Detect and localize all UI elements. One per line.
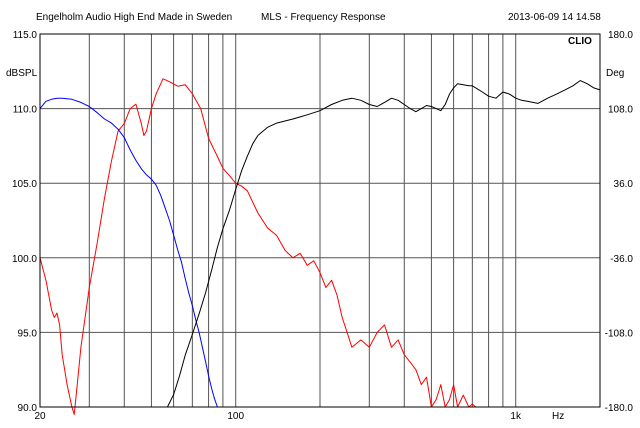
x-axis-ticks: 20 100 1k <box>34 411 522 422</box>
x-tick-label: 100 <box>227 411 244 422</box>
y2-axis-ticks: 180.0 108.0 36.0 -36.0 -108.0 -180.0 <box>605 30 634 414</box>
y-axis-label: dBSPL <box>6 68 38 79</box>
y2-axis-label: Deg <box>606 68 624 79</box>
grid <box>40 33 600 408</box>
chart-title: MLS - Frequency Response <box>261 12 386 23</box>
brand-label: CLIO <box>568 36 592 47</box>
series-line-3 <box>40 80 601 408</box>
y-tick-label: 110.0 <box>13 105 38 116</box>
x-tick-label: 20 <box>34 411 46 422</box>
y-tick-label: 90.0 <box>18 403 38 414</box>
x-tick-label: 1k <box>510 411 522 422</box>
y-tick-label: 105.0 <box>12 179 37 190</box>
y-tick-label: 95.0 <box>18 328 38 339</box>
y2-tick-label: 108.0 <box>608 105 633 116</box>
y2-tick-label: -108.0 <box>605 328 634 339</box>
plot-frame <box>39 33 601 408</box>
y2-tick-label: -36.0 <box>610 254 633 265</box>
y-axis-ticks: 115.0 110.0 105.0 100.0 95.0 90.0 <box>12 30 37 414</box>
timestamp-label: 2013-06-09 14 14.58 <box>508 12 601 23</box>
y2-tick-label: 180.0 <box>608 30 633 41</box>
series-line-1 <box>39 78 481 415</box>
y-tick-label: 115.0 <box>13 30 38 41</box>
header-left-label: Engelholm Audio High End Made in Sweden <box>36 12 232 23</box>
y2-tick-label: -180.0 <box>605 403 634 414</box>
y-tick-label: 100.0 <box>12 254 37 265</box>
x-axis-unit: Hz <box>552 411 564 422</box>
y2-tick-label: 36.0 <box>614 179 634 190</box>
